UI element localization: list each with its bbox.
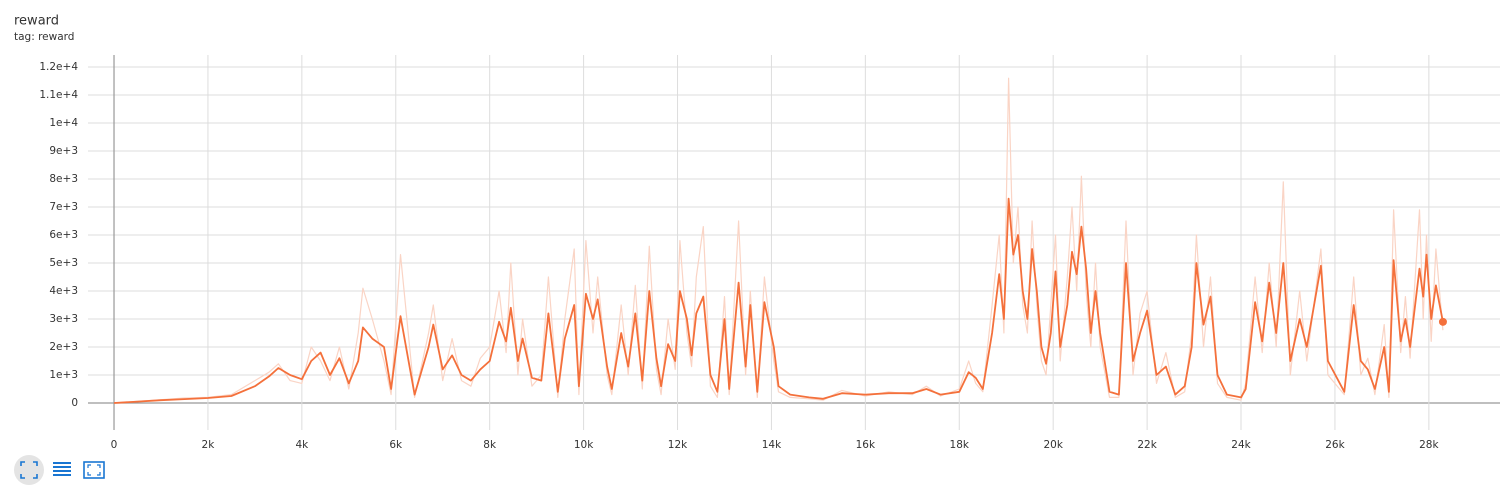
lines bbox=[113, 77, 1447, 404]
x-tick-label: 10k bbox=[574, 439, 594, 451]
list-icon bbox=[53, 462, 71, 476]
grid: 0 1e+3 2e+3 3e+3 4e+3 5e+3 6e+3 7e+3 8e+3 9e+3 1e+… bbox=[39, 55, 1500, 451]
button-bg bbox=[14, 455, 44, 485]
chart-title: reward bbox=[14, 14, 59, 29]
x-tick-label: 14k bbox=[762, 439, 782, 451]
chart-subtitle: tag: reward bbox=[14, 31, 74, 43]
last-point bbox=[1438, 317, 1447, 326]
x-tick-label: 18k bbox=[950, 439, 970, 451]
y-tick-label: 1e+3 bbox=[49, 369, 78, 381]
x-tick-label: 26k bbox=[1325, 439, 1345, 451]
fit-button[interactable] bbox=[14, 455, 44, 485]
expand-button[interactable] bbox=[83, 461, 105, 479]
series-line bbox=[113, 197, 1444, 404]
x-tick-label: 8k bbox=[483, 439, 497, 451]
fit-icon bbox=[20, 461, 38, 479]
x-tick-label: 16k bbox=[856, 439, 876, 451]
y-tick-label: 8e+3 bbox=[49, 173, 78, 185]
y-tick-label: 6e+3 bbox=[49, 229, 78, 241]
x-tick-label: 2k bbox=[202, 439, 216, 451]
expand-icon bbox=[83, 461, 105, 479]
y-tick-label: 9e+3 bbox=[49, 145, 78, 157]
x-tick-label: 28k bbox=[1419, 439, 1439, 451]
y-tick-label: 1.2e+4 bbox=[39, 61, 78, 73]
y-tick-label: 1.1e+4 bbox=[39, 89, 78, 101]
y-tick-label: 2e+3 bbox=[49, 341, 78, 353]
x-tick-label: 0 bbox=[111, 439, 118, 451]
y-tick-label: 7e+3 bbox=[49, 201, 78, 213]
x-tick-label: 24k bbox=[1231, 439, 1251, 451]
x-tick-label: 6k bbox=[389, 439, 403, 451]
y-tick-label: 1e+4 bbox=[49, 117, 78, 129]
x-tick-label: 20k bbox=[1043, 439, 1063, 451]
log-button[interactable] bbox=[53, 462, 71, 476]
expand-corners bbox=[87, 464, 101, 476]
y-tick-label: 4e+3 bbox=[49, 285, 78, 297]
y-tick-label: 5e+3 bbox=[49, 257, 78, 269]
series-line bbox=[113, 77, 1444, 404]
x-tick-label: 22k bbox=[1137, 439, 1157, 451]
y-tick-label: 0 bbox=[71, 397, 78, 409]
y-tick-label: 3e+3 bbox=[49, 313, 78, 325]
x-tick-label: 12k bbox=[668, 439, 688, 451]
x-tick-label: 4k bbox=[295, 439, 309, 451]
